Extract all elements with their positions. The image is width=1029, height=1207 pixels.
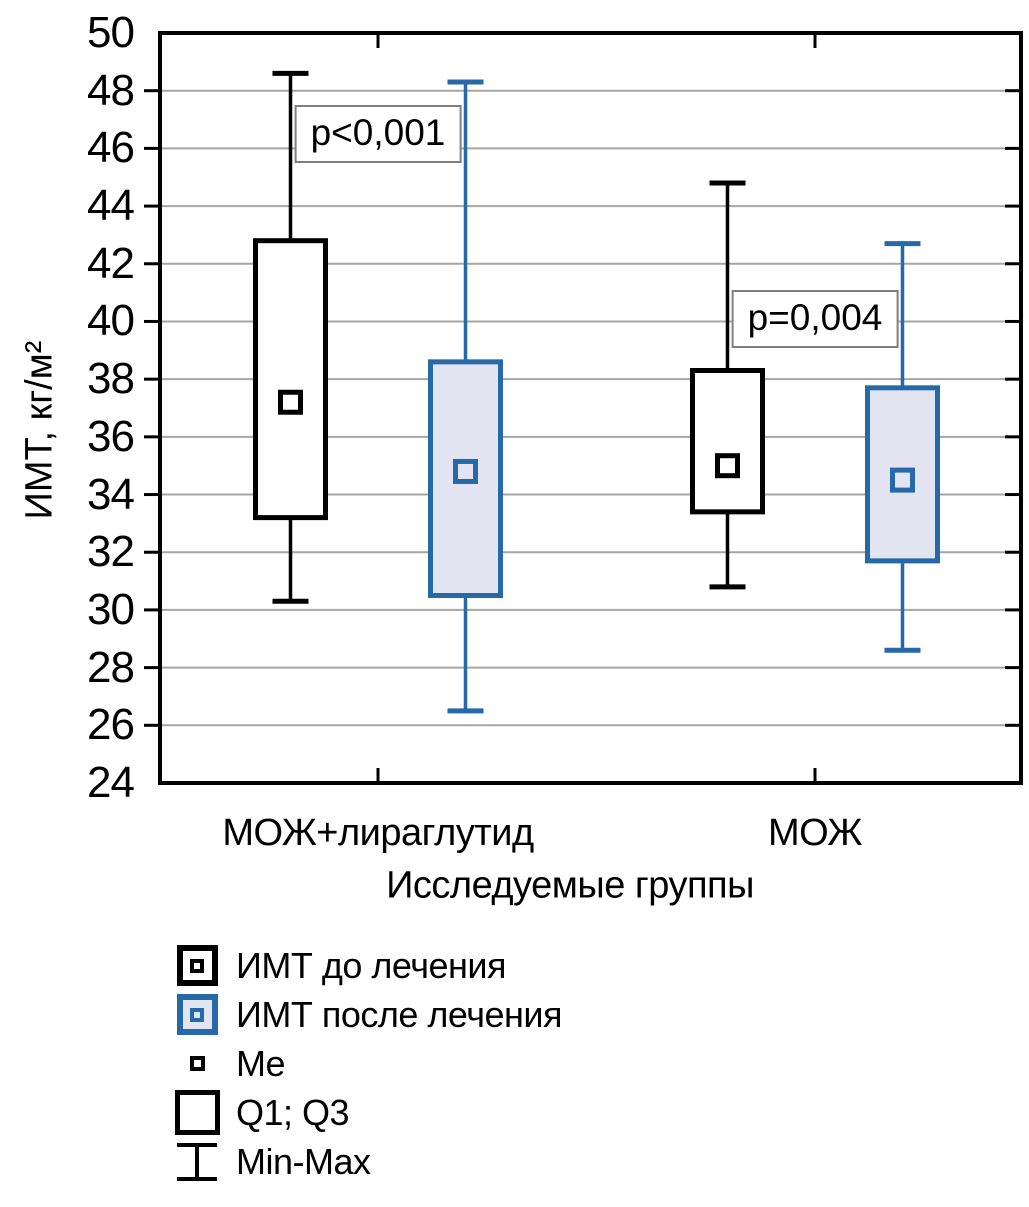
min-max-whisker-icon [177, 1142, 217, 1181]
legend-label-median: Me [236, 1042, 286, 1084]
legend-icon-median-icon [172, 1056, 222, 1071]
y-tick-label-26: 26 [87, 700, 135, 750]
legend-row-minmax: Min-Max [172, 1137, 562, 1186]
p-value-annotation-group1: p<0,001 [294, 104, 462, 163]
x-category-label-mozh: МОЖ [768, 812, 862, 854]
legend-icon-quartiles-icon [172, 1090, 222, 1135]
legend-row-quartiles: Q1; Q3 [172, 1088, 562, 1137]
y-tick-label-36: 36 [87, 411, 135, 461]
median-marker-series1-group1 [890, 467, 915, 493]
median-square-icon [189, 1056, 205, 1071]
box-before-swatch [176, 945, 218, 986]
legend-row-after: ИМТ после лечения [172, 990, 563, 1039]
box-after-swatch [176, 994, 218, 1035]
y-tick-label-30: 30 [87, 584, 135, 634]
y-tick-label-38: 38 [87, 354, 135, 404]
y-tick-label-46: 46 [87, 123, 135, 173]
quartile-box-icon [174, 1090, 220, 1135]
legend-label-quartiles: Q1; Q3 [236, 1091, 350, 1133]
median-marker-series0-group0 [278, 389, 303, 415]
y-tick-label-50: 50 [87, 8, 135, 57]
median-marker-icon [190, 958, 204, 973]
median-marker-icon [190, 1007, 204, 1022]
legend-row-median: Me [172, 1039, 562, 1088]
legend-label-minmax: Min-Max [236, 1140, 371, 1182]
y-tick-label-48: 48 [87, 65, 135, 115]
x-category-label-mozh-liraglutid: МОЖ+лираглутид [222, 812, 534, 854]
y-tick-label-28: 28 [87, 642, 135, 692]
x-axis-title: Исследуемые группы [386, 864, 754, 907]
y-tick-label-32: 32 [87, 527, 135, 577]
legend-icon-bmi-before-icon [172, 945, 222, 986]
y-tick-label-40: 40 [87, 296, 135, 346]
y-tick-label-44: 44 [87, 181, 135, 231]
legend-label-after: ИМТ после лечения [236, 993, 563, 1035]
legend: ИМТ до лечения ИМТ после лечения Me Q1; … [172, 941, 563, 1186]
median-marker-series1-group0 [453, 458, 478, 484]
iqr-box-series0-group1 [690, 368, 765, 515]
y-tick-label-34: 34 [87, 469, 135, 519]
iqr-box-series0-group0 [253, 238, 328, 521]
y-tick-label-24: 24 [87, 758, 135, 807]
legend-icon-minmax-icon [172, 1142, 222, 1181]
y-tick-label-42: 42 [87, 238, 135, 288]
y-axis-title: ИМТ, кг/м² [18, 340, 61, 520]
legend-icon-bmi-after-icon [172, 994, 222, 1035]
legend-row-before: ИМТ до лечения [172, 941, 562, 990]
legend-label-before: ИМТ до лечения [236, 944, 506, 986]
median-marker-series0-group1 [715, 453, 740, 479]
plot-border [158, 31, 1023, 785]
p-value-annotation-group2: p=0,004 [731, 289, 899, 348]
